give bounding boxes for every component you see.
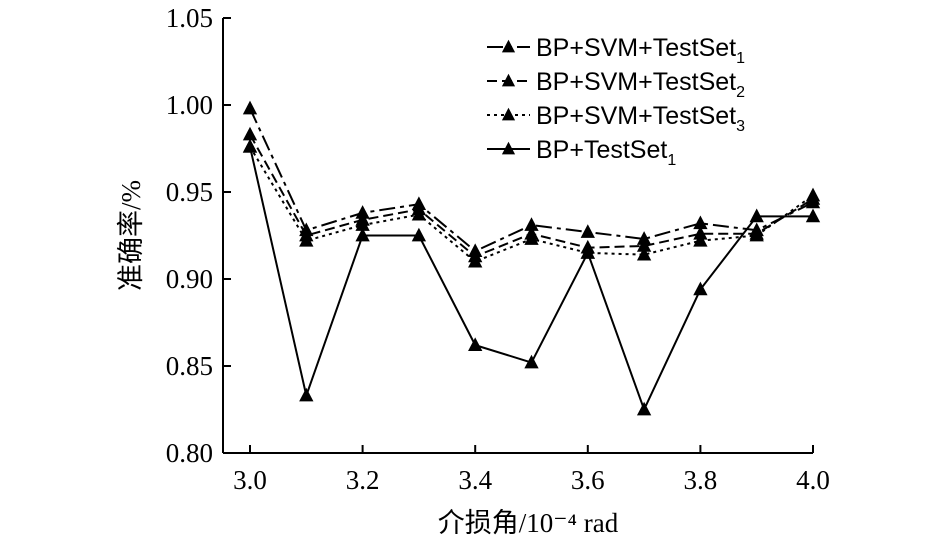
legend-marker xyxy=(501,141,516,155)
legend-label: BP+SVM+TestSet3 xyxy=(536,102,745,135)
data-point-marker xyxy=(299,387,314,402)
legend-label-subscript: 2 xyxy=(736,84,745,101)
data-point-marker xyxy=(805,208,821,223)
data-point-marker xyxy=(242,138,258,153)
data-point-marker xyxy=(242,126,258,141)
x-axis-title: 介损角/10⁻⁴ rad xyxy=(438,508,619,538)
data-point-marker xyxy=(524,231,539,245)
legend-label-subscript: 3 xyxy=(736,118,745,135)
legend-label-subscript: 1 xyxy=(736,50,745,67)
legend-item: BP+SVM+TestSet3 xyxy=(487,102,745,135)
data-point-marker xyxy=(636,246,652,261)
data-point-marker xyxy=(636,231,652,245)
series-3 xyxy=(242,138,821,268)
legend-label: BP+SVM+TestSet2 xyxy=(536,68,745,101)
data-point-marker xyxy=(355,217,370,231)
axis-ticks: 0.80 0.85 0.90 0.95 1.00 1.05 3.0 3.2 3.4 3.6 3.8 4… xyxy=(166,3,830,495)
x-tick-label: 3.6 xyxy=(571,465,605,495)
x-tick-label: 3.4 xyxy=(458,465,492,495)
series-line xyxy=(249,108,814,253)
axes xyxy=(222,18,813,454)
data-point-marker xyxy=(749,227,764,242)
data-point-marker xyxy=(693,215,708,230)
legend-marker xyxy=(501,73,516,87)
legend-label: BP+SVM+TestSet1 xyxy=(536,34,745,67)
series-lines xyxy=(242,100,821,416)
data-point-marker xyxy=(693,232,708,247)
legend: BP+SVM+TestSet1BP+SVM+TestSet2BP+SVM+Tes… xyxy=(487,34,745,169)
legend-label-subscript: 1 xyxy=(667,152,676,169)
data-point-marker xyxy=(580,245,595,259)
data-point-marker xyxy=(524,217,539,231)
data-point-marker xyxy=(636,401,652,416)
data-point-marker xyxy=(580,224,595,238)
data-point-marker xyxy=(749,208,764,223)
legend-marker xyxy=(501,107,516,121)
data-point-marker xyxy=(693,225,708,240)
y-tick-label: 1.00 xyxy=(166,90,213,120)
data-point-marker xyxy=(693,281,708,296)
legend-label: BP+TestSet1 xyxy=(536,136,676,169)
legend-item: BP+TestSet1 xyxy=(487,136,676,169)
data-point-marker xyxy=(524,354,539,369)
legend-item: BP+SVM+TestSet1 xyxy=(487,34,745,67)
y-axis-title: 准确率/% xyxy=(116,180,146,291)
legend-marker xyxy=(501,39,516,53)
data-point-marker xyxy=(355,227,370,242)
series-line xyxy=(249,146,813,413)
legend-label-text: BP+SVM+TestSet xyxy=(536,68,736,96)
data-point-marker xyxy=(636,238,652,252)
data-point-marker xyxy=(805,187,821,202)
x-tick-label: 3.0 xyxy=(233,465,267,495)
x-tick-label: 3.8 xyxy=(684,465,718,495)
y-tick-label: 0.90 xyxy=(166,264,213,294)
data-point-marker xyxy=(411,206,427,221)
data-point-marker xyxy=(355,205,370,219)
data-point-marker xyxy=(468,337,483,351)
series-4 xyxy=(242,138,821,416)
data-point-marker xyxy=(468,253,483,268)
y-tick-label: 0.85 xyxy=(166,351,213,381)
y-tick-label: 0.80 xyxy=(166,438,213,468)
x-tick-label: 4.0 xyxy=(796,465,830,495)
legend-label-text: BP+SVM+TestSet xyxy=(536,34,736,62)
data-point-marker xyxy=(299,232,314,247)
data-point-marker xyxy=(242,100,258,115)
legend-item: BP+SVM+TestSet2 xyxy=(487,68,745,101)
x-tick-label: 3.2 xyxy=(346,465,380,495)
y-tick-label: 1.05 xyxy=(166,3,213,33)
legend-label-text: BP+SVM+TestSet xyxy=(536,102,736,130)
data-point-marker xyxy=(411,227,427,242)
y-tick-label: 0.95 xyxy=(166,177,213,207)
legend-label-text: BP+TestSet xyxy=(536,136,667,164)
